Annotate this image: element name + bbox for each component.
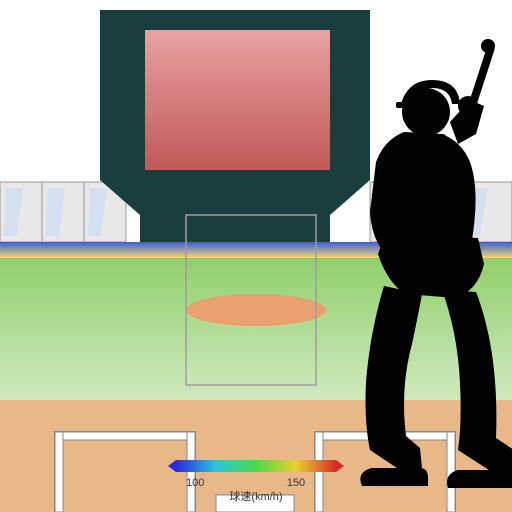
colorbar-label: 球速(km/h) — [229, 489, 282, 503]
pitch-speed-scene: 100 150 球速(km/h) — [0, 0, 512, 512]
scoreboard — [100, 10, 370, 255]
colorbar-tick: 150 — [287, 477, 305, 489]
pitchers-mound — [186, 294, 326, 326]
colorbar-tick: 100 — [186, 477, 204, 489]
scene-svg: 100 150 球速(km/h) — [0, 0, 512, 512]
